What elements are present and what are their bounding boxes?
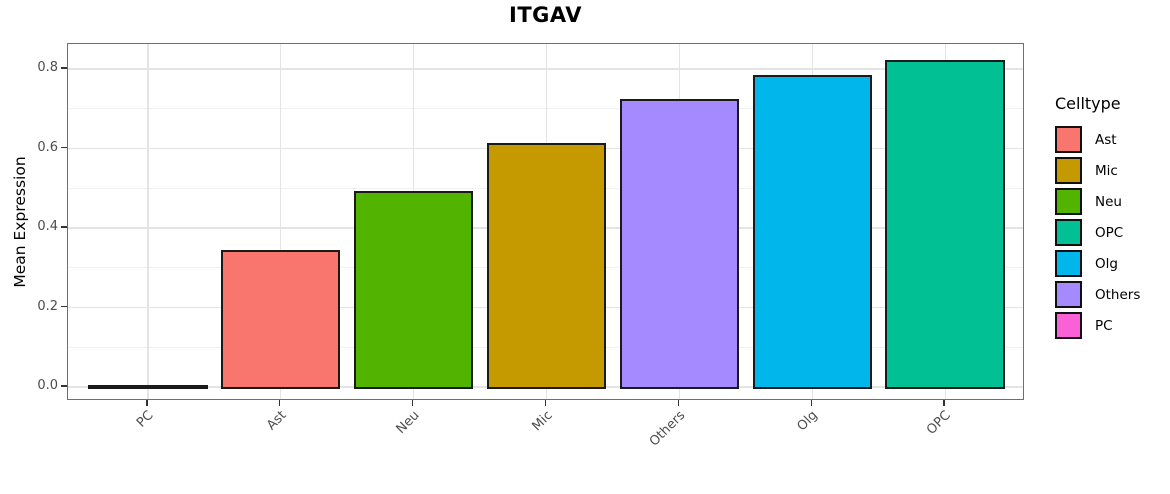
legend-entry: PC <box>1055 312 1140 339</box>
legend-key <box>1055 312 1082 339</box>
legend-label: Olg <box>1095 255 1118 272</box>
x-tick-label: Olg <box>794 408 821 435</box>
legend-key <box>1055 250 1082 277</box>
chart-title: ITGAV <box>509 3 582 27</box>
x-tick-mark <box>411 400 414 406</box>
legend-entry: Neu <box>1055 188 1140 215</box>
x-tick-label: OPC <box>924 408 954 438</box>
legend-label: OPC <box>1095 224 1124 241</box>
minor-gridline <box>68 108 1023 110</box>
bar-ast <box>220 250 341 389</box>
x-tick-mark <box>677 400 680 406</box>
legend-entry: Olg <box>1055 250 1140 277</box>
y-tick-label: 0.8 <box>37 60 58 75</box>
legend-entry: Others <box>1055 281 1140 308</box>
legend-entry: Mic <box>1055 157 1140 184</box>
y-tick-label: 0.6 <box>37 139 58 155</box>
legend: Celltype Ast Mic Neu OPC Olg Others PC <box>1055 94 1140 343</box>
x-tick-label: Ast <box>263 408 290 434</box>
x-tick-mark <box>145 400 148 406</box>
legend-entry: OPC <box>1055 219 1140 246</box>
legend-key <box>1055 126 1082 153</box>
y-tick-mark <box>61 305 67 308</box>
x-tick-mark <box>810 400 813 406</box>
legend-title: Celltype <box>1055 94 1121 113</box>
legend-key <box>1055 188 1082 215</box>
y-tick-label: 0.0 <box>37 378 58 393</box>
legend-label: PC <box>1095 317 1113 334</box>
y-tick-label: 0.4 <box>37 219 58 234</box>
x-tick-label: PC <box>133 408 157 431</box>
legend-label: Others <box>1095 286 1141 303</box>
legend-label: Neu <box>1095 193 1122 210</box>
legend-key <box>1055 281 1082 308</box>
legend-entry: Ast <box>1055 126 1140 153</box>
bar-olg <box>752 75 873 389</box>
major-gridline <box>68 68 1023 70</box>
x-tick-label: Neu <box>393 408 423 437</box>
y-tick-mark <box>61 226 67 228</box>
x-tick-mark <box>943 400 946 406</box>
y-tick-label: 0.2 <box>37 298 58 314</box>
x-tick-label: Others <box>646 408 689 450</box>
y-tick-mark <box>61 385 67 387</box>
legend-key <box>1055 157 1082 184</box>
y-tick-mark <box>61 146 67 149</box>
bar-others <box>619 99 740 389</box>
x-gridline <box>279 44 282 399</box>
legend-key <box>1055 219 1082 246</box>
bar-neu <box>353 190 474 389</box>
legend-label: Ast <box>1095 131 1117 148</box>
x-tick-mark <box>278 400 281 406</box>
bar-pc <box>87 385 208 389</box>
bar-opc <box>885 59 1006 389</box>
x-tick-mark <box>544 400 547 406</box>
x-tick-label: Mic <box>528 408 556 435</box>
legend-label: Mic <box>1095 162 1118 179</box>
x-gridline <box>147 44 149 399</box>
bar-mic <box>486 143 607 389</box>
y-tick-mark <box>61 67 67 69</box>
plot-panel <box>67 43 1024 400</box>
legend-entries: Ast Mic Neu OPC Olg Others PC <box>1055 126 1140 339</box>
